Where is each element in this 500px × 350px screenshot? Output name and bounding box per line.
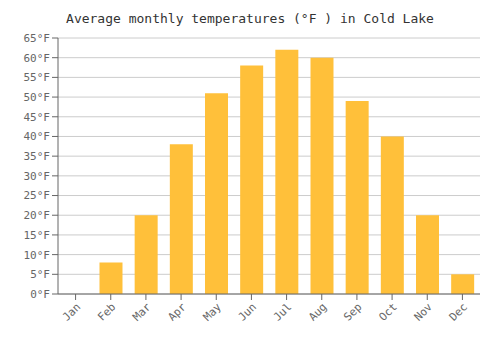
- svg-text:65°F: 65°F: [24, 32, 51, 45]
- svg-text:Mar: Mar: [130, 300, 154, 324]
- svg-text:Aug: Aug: [306, 300, 329, 323]
- svg-text:10°F: 10°F: [24, 249, 51, 262]
- svg-text:60°F: 60°F: [24, 52, 51, 65]
- svg-text:5°F: 5°F: [30, 268, 50, 281]
- svg-text:40°F: 40°F: [24, 130, 51, 143]
- svg-text:May: May: [201, 300, 225, 324]
- svg-text:Nov: Nov: [412, 300, 436, 324]
- svg-text:Apr: Apr: [165, 300, 189, 324]
- svg-text:20°F: 20°F: [24, 209, 51, 222]
- svg-text:Dec: Dec: [447, 300, 470, 323]
- svg-text:55°F: 55°F: [24, 71, 51, 84]
- html-text:Average monthly temperatures (: Average monthly temperatures (°F ) in Co…: [66, 11, 434, 26]
- svg-text:Sep: Sep: [341, 300, 364, 323]
- svg-text:Jan: Jan: [60, 300, 83, 323]
- svg-text:25°F: 25°F: [24, 189, 51, 202]
- svg-text:Oct: Oct: [376, 300, 399, 323]
- svg-text:45°F: 45°F: [24, 111, 51, 124]
- svg-text:35°F: 35°F: [24, 150, 51, 163]
- svg-text:15°F: 15°F: [24, 229, 51, 242]
- svg-text:50°F: 50°F: [24, 91, 51, 104]
- svg-text:Jun: Jun: [236, 300, 259, 323]
- svg-text:Jul: Jul: [271, 300, 294, 323]
- svg-text:30°F: 30°F: [24, 170, 51, 183]
- svg-text:0°F: 0°F: [30, 288, 50, 301]
- svg-text:Feb: Feb: [95, 300, 118, 323]
